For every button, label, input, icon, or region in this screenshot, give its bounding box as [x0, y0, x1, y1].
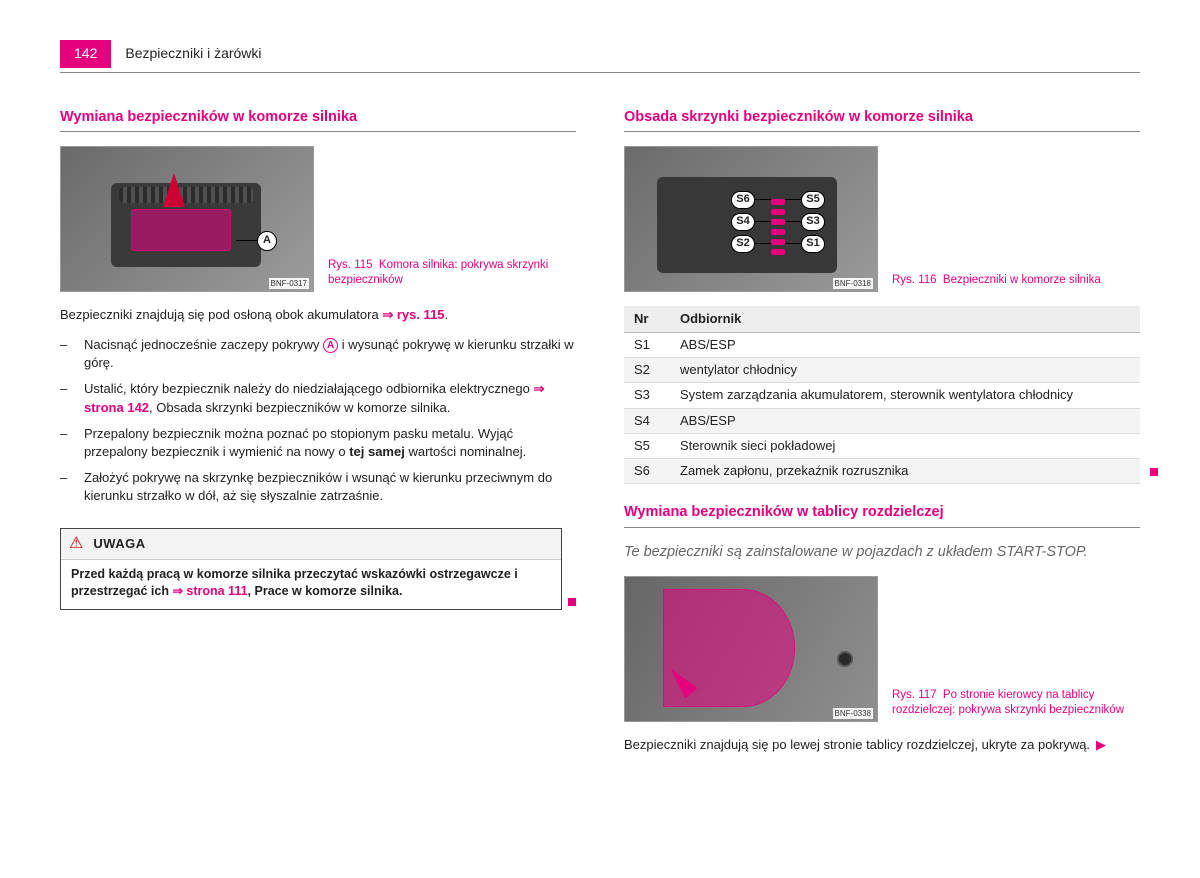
cell-nr: S2 [624, 358, 670, 383]
cell-desc: System zarządzania akumulatorem, sterown… [670, 383, 1140, 408]
bullet2-post: , Obsada skrzynki bezpieczników w komorz… [149, 400, 450, 415]
section-heading-right2: Wymiana bezpieczników w tablicy rozdziel… [624, 502, 1140, 527]
col-odbiornik: Odbiornik [670, 306, 1140, 333]
page-header: 142 Bezpieczniki i żarówki [60, 40, 1140, 73]
intro-suffix: . [445, 307, 449, 322]
page-number: 142 [60, 40, 111, 68]
dash-bullet: – [60, 425, 84, 461]
cell-desc: ABS/ESP [670, 333, 1140, 358]
fig116-s6: S6 [731, 191, 755, 209]
fig117-id: BNF-0338 [833, 708, 873, 719]
continuation-arrow-icon: ▶ [1096, 736, 1106, 754]
warning-title: UWAGA [93, 535, 145, 553]
bullet3-post: wartości nominalnej. [405, 444, 526, 459]
bullet2-pre: Ustalić, który bezpiecznik należy do nie… [84, 381, 533, 396]
cell-nr: S1 [624, 333, 670, 358]
figure-116-row: S6 S4 S2 S5 S3 S1 BNF-0318 Rys. 116 [624, 146, 1140, 292]
intro-text: Bezpieczniki znajdują się pod osłoną obo… [60, 307, 382, 322]
list-item: – Założyć pokrywę na skrzynkę bezpieczni… [60, 469, 576, 505]
list-item: – Nacisnąć jednocześnie zaczepy pokrywy … [60, 336, 576, 372]
fig116-id: BNF-0318 [833, 278, 873, 289]
cell-desc: wentylator chłodnicy [670, 358, 1140, 383]
fig115-caption-prefix: Rys. 115 [328, 259, 373, 271]
bullet4-pre: Założyć pokrywę na skrzynkę bezpiecznikó… [84, 470, 552, 503]
dash-bullet: – [60, 469, 84, 505]
warning-ref[interactable]: ⇒ strona 111 [172, 584, 247, 598]
bullet1-pre: Nacisnąć jednocześnie zaczepy pokrywy [84, 337, 323, 352]
fig116-s1: S1 [801, 235, 825, 253]
bullet3-bold: tej samej [349, 444, 405, 459]
section-heading-right1: Obsada skrzynki bezpieczników w komorze … [624, 107, 1140, 132]
dash-bullet: – [60, 336, 84, 372]
right-column: Obsada skrzynki bezpieczników w komorze … [624, 101, 1140, 766]
fig115-label-a: A [257, 231, 277, 251]
table-row: S1ABS/ESP [624, 333, 1140, 358]
figure-117-caption: Rys. 117 Po stronie kierowcy na tablicy … [892, 688, 1140, 722]
cell-nr: S5 [624, 433, 670, 458]
table-row: S6Zamek zapłonu, przekaźnik rozrusznika [624, 459, 1140, 484]
fig116-s3: S3 [801, 213, 825, 231]
list-item: – Ustalić, który bezpiecznik należy do n… [60, 380, 576, 416]
cell-desc: ABS/ESP [670, 408, 1140, 433]
left-column: Wymiana bezpieczników w komorze silnika … [60, 101, 576, 766]
warning-triangle-icon: ⚠ [69, 533, 83, 555]
warning-box: ⚠ UWAGA Przed każdą pracą w komorze siln… [60, 528, 562, 610]
section-end-marker [568, 598, 576, 606]
section-end-marker [1150, 468, 1158, 476]
intro2-text: Te bezpieczniki są zainstalowane w pojaz… [624, 542, 1140, 562]
cell-nr: S3 [624, 383, 670, 408]
inline-circ-a: A [323, 338, 338, 353]
warning-body-post: , Prace w komorze silnika. [248, 584, 403, 598]
fig116-caption-prefix: Rys. 116 [892, 274, 937, 286]
table-row: S2wentylator chłodnicy [624, 358, 1140, 383]
warning-header: ⚠ UWAGA [61, 529, 561, 560]
cell-desc: Zamek zapłonu, przekaźnik rozrusznika [670, 459, 1140, 484]
table-row: S4ABS/ESP [624, 408, 1140, 433]
fuse-table: Nr Odbiornik S1ABS/ESPS2wentylator chłod… [624, 306, 1140, 484]
warning-body: Przed każdą pracą w komorze silnika prze… [61, 560, 561, 609]
fig116-s4: S4 [731, 213, 755, 231]
figure-115-image: A BNF-0317 [60, 146, 314, 292]
figure-116-caption: Rys. 116 Bezpieczniki w komorze silnika [892, 273, 1101, 292]
fig116-s2: S2 [731, 235, 755, 253]
figure-117-image: BNF-0338 [624, 576, 878, 722]
figure-115-caption: Rys. 115 Komora silnika: pokrywa skrzynk… [328, 258, 576, 292]
fig115-id: BNF-0317 [269, 278, 309, 289]
dash-bullet: – [60, 380, 84, 416]
fig116-s5: S5 [801, 191, 825, 209]
intro-ref[interactable]: ⇒ rys. 115 [382, 307, 444, 322]
fig116-caption-body: Bezpieczniki w komorze silnika [943, 274, 1101, 286]
instruction-list: – Nacisnąć jednocześnie zaczepy pokrywy … [60, 336, 576, 506]
table-row: S3System zarządzania akumulatorem, stero… [624, 383, 1140, 408]
figure-115-row: A BNF-0317 Rys. 115 Komora silnika: pokr… [60, 146, 576, 292]
section-heading-left: Wymiana bezpieczników w komorze silnika [60, 107, 576, 132]
outro-text: Bezpieczniki znajdują się po lewej stron… [624, 737, 1090, 752]
list-item: – Przepalony bezpiecznik można poznać po… [60, 425, 576, 461]
cell-nr: S6 [624, 459, 670, 484]
intro-paragraph: Bezpieczniki znajdują się pod osłoną obo… [60, 306, 576, 324]
outro-paragraph: Bezpieczniki znajdują się po lewej stron… [624, 736, 1140, 754]
figure-117-row: BNF-0338 Rys. 117 Po stronie kierowcy na… [624, 576, 1140, 722]
fig117-caption-prefix: Rys. 117 [892, 689, 937, 701]
table-row: S5Sterownik sieci pokładowej [624, 433, 1140, 458]
cell-desc: Sterownik sieci pokładowej [670, 433, 1140, 458]
cell-nr: S4 [624, 408, 670, 433]
chapter-title: Bezpieczniki i żarówki [125, 44, 261, 64]
col-nr: Nr [624, 306, 670, 333]
figure-116-image: S6 S4 S2 S5 S3 S1 BNF-0318 [624, 146, 878, 292]
